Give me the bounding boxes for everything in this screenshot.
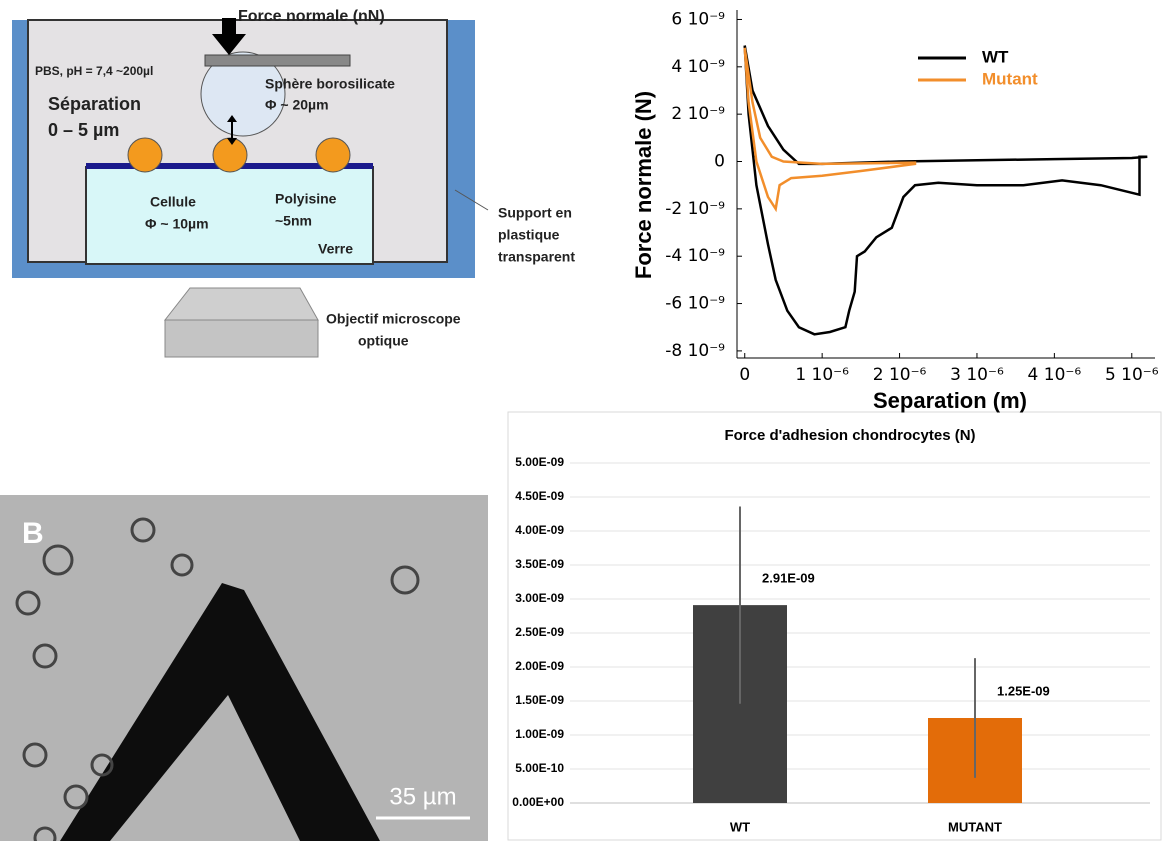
y-tick-label: 4.50E-09 [515,489,564,503]
label: plastique [498,227,560,243]
x-tick-label: 3 10⁻⁶ [950,365,1004,385]
y-tick-label: 5.00E-10 [515,761,564,775]
line [743,47,917,213]
x-tick-label: 4 10⁻⁶ [1028,365,1082,385]
label: Force normale (nN) [238,8,385,25]
label: Cellule [150,194,196,210]
y-tick-label: 1.00E-09 [515,727,564,741]
label: Support en [498,205,572,221]
value-label: 2.91E-09 [762,571,815,586]
x-tick-label: 0 [739,365,750,385]
label: ~5nm [275,213,312,229]
arrow-head [227,115,237,122]
diagram: Force normale (nN) PBS, pH = 7,4 ~200µl … [12,8,575,358]
y-tick-label: 2.50E-09 [515,625,564,639]
cell [315,137,351,173]
value-label: 1.25E-09 [997,683,1050,698]
label: optique [358,333,409,349]
y-axis-label: Force normale (N) [631,91,656,279]
y-tick-label: 3.00E-09 [515,591,564,605]
x-tick-label: 1 10⁻⁶ [795,365,849,385]
cell [212,137,248,173]
y-tick-label: 4 10⁻⁹ [671,57,725,77]
bar-panel [507,411,1162,841]
cantilever [60,583,380,841]
force-arrow [212,18,246,55]
y-tick-label: 2.00E-09 [515,659,564,673]
label: 0 – 5 µm [48,120,119,140]
label: Séparation [48,94,141,114]
y-tick-label: 0 [714,152,725,172]
pointer [454,189,489,211]
x-tick-label: 2 10⁻⁶ [873,365,927,385]
y-tick-label: -4 10⁻⁹ [665,246,725,266]
label: Sphère borosilicate [265,76,395,92]
y-tick-label: 2 10⁻⁹ [671,104,725,124]
y-tick-label: 5.00E-09 [515,455,564,469]
y-tick-label: 4.00E-09 [515,523,564,537]
objective [163,287,319,321]
panel-label: B [22,517,44,550]
chart-title: Force d'adhesion chondrocytes (N) [724,427,975,444]
scale-label: 35 µm [389,783,456,810]
label: Polyisine [275,191,337,207]
x-tick-label: MUTANT [948,819,1002,834]
label: Verre [318,241,353,257]
label: Φ ~ 20µm [265,97,329,113]
cell [127,137,163,173]
label: PBS, pH = 7,4 ~200µl [35,64,153,78]
legend-label: Mutant [982,69,1038,88]
y-tick-label: -8 10⁻⁹ [665,341,725,361]
label: transparent [498,249,575,265]
line [743,45,1148,336]
y-tick-label: 1.50E-09 [515,693,564,707]
probe [204,54,351,67]
micrograph: B 35 µm [0,495,488,846]
cells [15,517,420,846]
objective [164,319,319,358]
x-tick-label: 5 10⁻⁶ [1105,365,1159,385]
y-tick-label: 3.50E-09 [515,557,564,571]
y-tick-label: 0.00E+00 [512,795,564,809]
label: Objectif microscope [326,311,461,327]
y-tick-label: 6 10⁻⁹ [671,9,725,29]
x-tick-label: WT [730,819,750,834]
y-tick-label: -6 10⁻⁹ [665,294,725,314]
legend-label: WT [982,47,1009,66]
y-tick-label: -2 10⁻⁹ [665,199,725,219]
sphere [200,51,286,137]
arrow-head [227,138,237,145]
label: Φ ~ 10µm [145,216,209,232]
x-axis-label: Separation (m) [873,388,1027,413]
